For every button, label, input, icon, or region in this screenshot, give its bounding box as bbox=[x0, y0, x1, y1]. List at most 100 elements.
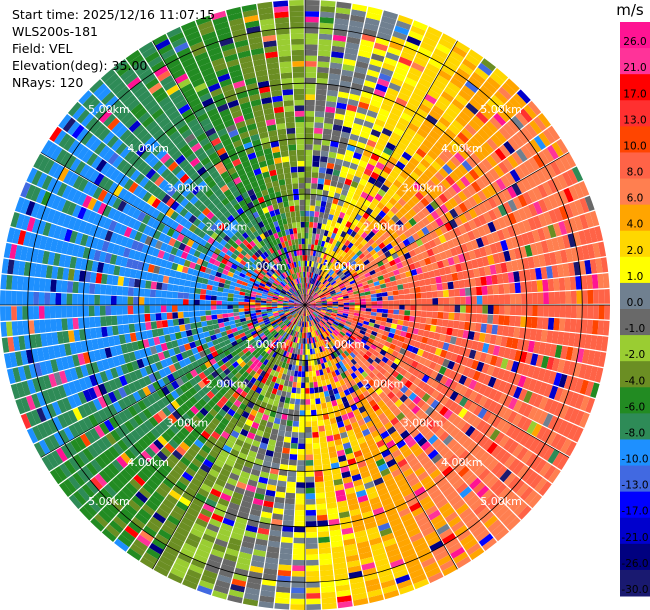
velocity-gate bbox=[586, 274, 593, 290]
velocity-gate bbox=[399, 394, 409, 403]
velocity-gate bbox=[311, 420, 318, 427]
velocity-gate bbox=[569, 376, 579, 392]
velocity-gate bbox=[491, 415, 502, 429]
velocity-gate bbox=[420, 365, 429, 374]
velocity-gate bbox=[538, 443, 550, 459]
velocity-gate bbox=[529, 120, 543, 135]
velocity-gate bbox=[482, 471, 495, 485]
velocity-gate bbox=[362, 149, 373, 158]
velocity-gate bbox=[389, 275, 396, 282]
velocity-gate bbox=[222, 317, 230, 323]
velocity-gate bbox=[431, 354, 440, 364]
velocity-gate bbox=[221, 300, 228, 305]
velocity-gate bbox=[315, 298, 321, 301]
velocity-gate bbox=[527, 203, 538, 217]
velocity-gate bbox=[290, 604, 305, 610]
velocity-gate bbox=[321, 145, 330, 152]
velocity-gate bbox=[439, 406, 449, 417]
velocity-gate bbox=[557, 331, 565, 345]
velocity-gate bbox=[490, 151, 502, 165]
velocity-gate bbox=[507, 272, 515, 283]
velocity-gate bbox=[521, 418, 533, 432]
velocity-gate bbox=[353, 117, 365, 126]
velocity-gate bbox=[326, 296, 332, 300]
velocity-gate bbox=[276, 485, 286, 493]
velocity-gate bbox=[210, 300, 217, 305]
velocity-gate bbox=[339, 171, 348, 179]
velocity-gate bbox=[326, 219, 333, 226]
velocity-gate bbox=[431, 339, 439, 348]
velocity-gate bbox=[314, 127, 323, 134]
velocity-gate bbox=[310, 199, 316, 206]
velocity-gate bbox=[439, 214, 449, 225]
velocity-gate bbox=[589, 366, 598, 382]
velocity-gate bbox=[364, 360, 371, 368]
velocity-gate bbox=[431, 423, 441, 434]
velocity-gate bbox=[244, 311, 251, 315]
velocity-gate bbox=[507, 212, 517, 225]
velocity-gate bbox=[356, 55, 370, 64]
velocity-gate bbox=[587, 350, 596, 365]
velocity-gate bbox=[433, 48, 449, 60]
velocity-gate bbox=[468, 349, 477, 360]
velocity-gate bbox=[298, 360, 303, 366]
velocity-gate bbox=[408, 392, 418, 402]
velocity-gate bbox=[99, 305, 106, 316]
velocity-gate bbox=[372, 277, 379, 283]
velocity-gate bbox=[325, 322, 331, 328]
velocity-gate bbox=[311, 261, 315, 267]
velocity-gate bbox=[453, 430, 465, 442]
velocity-gate bbox=[360, 224, 368, 232]
velocity-gate bbox=[574, 378, 584, 393]
velocity-gate bbox=[386, 210, 395, 219]
velocity-gate bbox=[468, 379, 478, 390]
velocity-gate bbox=[412, 152, 424, 163]
velocity-gate bbox=[412, 274, 419, 282]
velocity-gate bbox=[560, 438, 572, 454]
velocity-gate bbox=[299, 410, 305, 416]
velocity-gate bbox=[335, 107, 346, 115]
velocity-gate bbox=[287, 476, 296, 483]
velocity-gate bbox=[399, 224, 408, 233]
velocity-gate bbox=[396, 324, 403, 331]
velocity-gate bbox=[305, 504, 316, 511]
velocity-gate bbox=[461, 160, 473, 172]
velocity-gate bbox=[406, 257, 414, 265]
velocity-gate bbox=[598, 305, 605, 320]
velocity-gate bbox=[416, 128, 429, 139]
velocity-gate bbox=[310, 266, 313, 273]
velocity-gate bbox=[356, 183, 365, 192]
velocity-gate bbox=[329, 316, 336, 320]
velocity-gate bbox=[363, 22, 379, 32]
velocity-gate bbox=[358, 289, 365, 294]
velocity-gate bbox=[558, 205, 569, 220]
velocity-gate bbox=[291, 387, 297, 394]
velocity-gate bbox=[305, 454, 314, 461]
velocity-gate bbox=[305, 232, 309, 239]
velocity-gate bbox=[319, 246, 324, 253]
velocity-gate bbox=[405, 332, 413, 339]
velocity-gate bbox=[438, 167, 449, 179]
velocity-gate bbox=[316, 77, 328, 85]
velocity-gate bbox=[314, 111, 325, 118]
velocity-gate bbox=[144, 305, 150, 314]
velocity-gate bbox=[335, 289, 342, 293]
velocity-gate bbox=[494, 431, 505, 445]
velocity-gate bbox=[553, 207, 564, 222]
velocity-gate bbox=[340, 206, 348, 214]
velocity-gate bbox=[314, 387, 319, 394]
velocity-gate bbox=[326, 284, 332, 289]
velocity-gate bbox=[321, 139, 331, 147]
velocity-gate bbox=[305, 526, 317, 533]
velocity-gate bbox=[448, 229, 457, 239]
velocity-gate bbox=[331, 135, 341, 143]
velocity-gate bbox=[313, 144, 322, 151]
velocity-gate bbox=[305, 99, 315, 106]
velocity-gate bbox=[557, 420, 569, 435]
velocity-gate bbox=[161, 320, 169, 328]
velocity-gate bbox=[454, 152, 466, 164]
velocity-gate bbox=[305, 465, 314, 472]
velocity-gate bbox=[563, 406, 575, 422]
velocity-gate bbox=[413, 340, 422, 349]
velocity-gate bbox=[354, 66, 368, 75]
